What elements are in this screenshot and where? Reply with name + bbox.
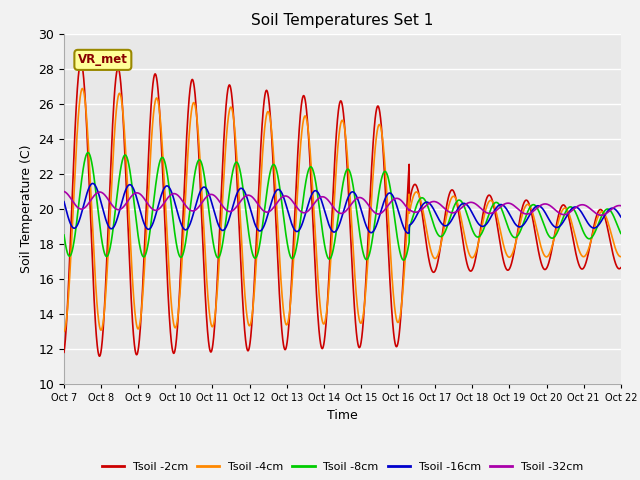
Title: Soil Temperatures Set 1: Soil Temperatures Set 1 <box>252 13 433 28</box>
Legend: Tsoil -2cm, Tsoil -4cm, Tsoil -8cm, Tsoil -16cm, Tsoil -32cm: Tsoil -2cm, Tsoil -4cm, Tsoil -8cm, Tsoi… <box>97 457 588 477</box>
Y-axis label: Soil Temperature (C): Soil Temperature (C) <box>20 144 33 273</box>
Text: VR_met: VR_met <box>78 53 128 66</box>
X-axis label: Time: Time <box>327 408 358 421</box>
